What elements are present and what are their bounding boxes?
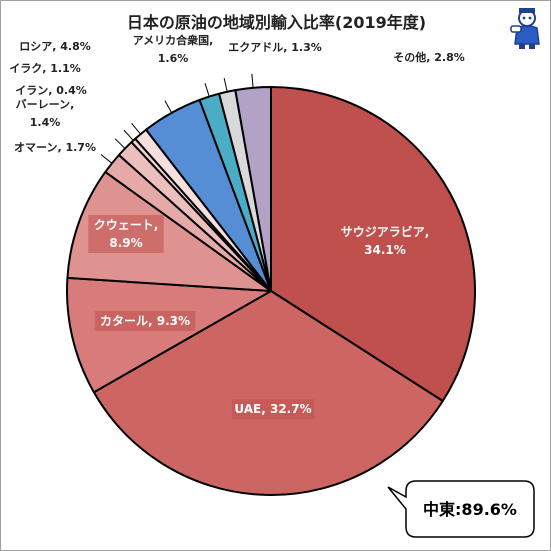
- data-label-1: UAE, 32.7%: [234, 402, 311, 416]
- pie-slice-2: [66, 276, 272, 394]
- leader-line-4: [100, 154, 113, 164]
- pie-slices: [66, 86, 476, 496]
- data-label-7: イラク, 1.1%: [9, 62, 81, 75]
- leader-line-8: [164, 100, 173, 114]
- callout-text: 中東:89.6%: [423, 500, 517, 519]
- leader-line-7: [131, 123, 141, 135]
- data-label-0-value: 34.1%: [364, 243, 406, 257]
- callout-bubble: [387, 480, 535, 538]
- middle-east-callout: 中東:89.6%: [387, 480, 535, 538]
- data-label-5-value: 1.4%: [30, 116, 61, 129]
- data-label-3-value: 8.9%: [109, 236, 142, 250]
- data-label-box-0: [335, 222, 435, 260]
- data-label-11: その他, 2.8%: [393, 50, 465, 64]
- leader-line-9: [204, 83, 210, 97]
- data-label-8: ロシア, 4.8%: [19, 40, 91, 53]
- pie-slice-1: [92, 290, 444, 496]
- pie-slice-3: [66, 170, 272, 292]
- data-label-6: イラン, 0.4%: [15, 84, 87, 97]
- leader-line-6: [123, 129, 134, 141]
- data-label-9-value: 1.6%: [158, 52, 189, 65]
- data-label-2: カタール, 9.3%: [100, 314, 190, 328]
- data-label-4: オマーン, 1.7%: [14, 141, 96, 154]
- data-label-3: クウェート,: [94, 218, 159, 232]
- chart-title: 日本の原油の地域別輸入比率(2019年度): [126, 13, 427, 32]
- data-labels: サウジアラビア, 34.1% UAE, 32.7% カタール, 9.3% クウェート, 8…: [9, 33, 465, 419]
- leader-line-10: [223, 77, 228, 92]
- data-label-box-3: [88, 215, 164, 253]
- leader-line-5: [114, 138, 126, 149]
- data-label-box-2: [94, 311, 196, 331]
- data-label-10: エクアドル, 1.3%: [228, 41, 322, 54]
- data-label-5: バーレーン,: [16, 98, 75, 111]
- data-label-9: アメリカ合衆国,: [133, 33, 214, 47]
- mascot-character-icon: [510, 8, 540, 49]
- data-label-box-1: [231, 399, 315, 419]
- leader-line-11: [251, 73, 254, 88]
- data-label-0: サウジアラビア,: [341, 224, 430, 239]
